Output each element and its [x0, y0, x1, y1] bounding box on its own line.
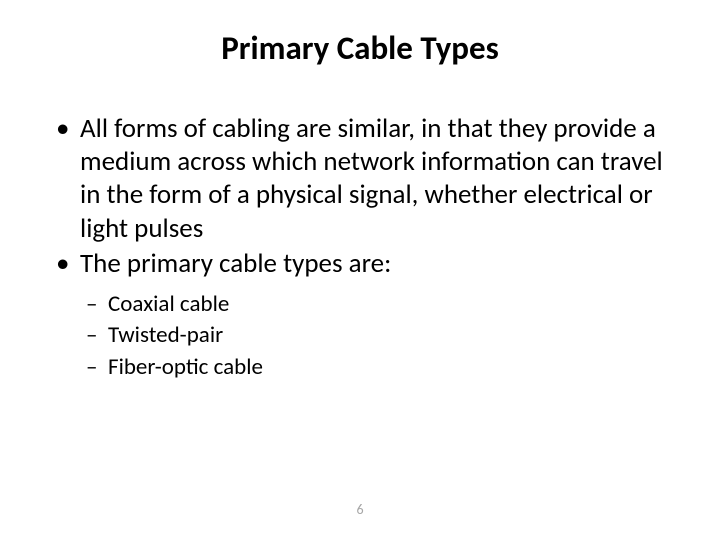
bullet-text: The primary cable types are: [80, 247, 391, 280]
bullet-item: The primary cable types are: Coaxial cab… [50, 247, 670, 383]
sub-bullet-text: Coaxial cable [108, 290, 229, 318]
sub-bullet-item: Coaxial cable [80, 290, 670, 319]
slide: Primary Cable Types All forms of cabling… [0, 0, 720, 540]
sub-bullet-list: Coaxial cable Twisted-pair Fiber-optic c… [80, 290, 670, 382]
slide-title: Primary Cable Types [50, 28, 670, 68]
bullet-list: All forms of cabling are similar, in tha… [50, 112, 670, 382]
page-number: 6 [0, 501, 720, 518]
sub-bullet-text: Twisted-pair [108, 321, 223, 349]
sub-bullet-text: Fiber-optic cable [108, 353, 263, 381]
sub-bullet-item: Fiber-optic cable [80, 353, 670, 382]
bullet-text: All forms of cabling are similar, in tha… [80, 112, 663, 245]
bullet-item: All forms of cabling are similar, in tha… [50, 112, 670, 245]
sub-bullet-item: Twisted-pair [80, 321, 670, 350]
